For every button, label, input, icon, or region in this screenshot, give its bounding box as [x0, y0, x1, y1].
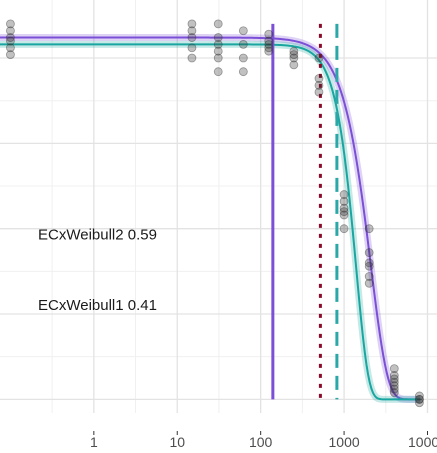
data-point — [264, 39, 274, 49]
annotation-label: ECxWeibull2 0.59 — [38, 227, 157, 244]
data-point — [213, 19, 223, 29]
data-point — [187, 26, 197, 36]
data-point — [6, 19, 15, 29]
data-point — [339, 207, 349, 217]
fit-band-ECxWeibull2 — [0, 34, 421, 403]
data-point — [339, 196, 349, 206]
data-point — [238, 53, 248, 63]
data-point — [264, 43, 274, 53]
data-point — [6, 33, 15, 42]
data-point — [238, 26, 248, 36]
data-point — [389, 384, 399, 394]
data-point — [364, 272, 374, 281]
data-point — [238, 39, 248, 49]
data-point — [289, 53, 299, 63]
data-point — [213, 53, 223, 63]
data-point — [6, 50, 15, 60]
data-point — [264, 46, 274, 56]
data-point — [6, 26, 15, 36]
data-point — [213, 67, 223, 77]
data-point — [415, 394, 424, 404]
x-tick-label: 1000 — [329, 434, 360, 450]
data-point — [364, 258, 374, 268]
data-point — [187, 33, 197, 42]
fit-curve-ECxWeibull1 — [0, 43, 421, 401]
data-point — [6, 36, 15, 46]
x-tick-label: 10000 — [408, 434, 437, 450]
data-point — [314, 80, 324, 90]
data-point — [187, 53, 197, 63]
data-point — [389, 374, 399, 384]
data-point — [389, 371, 399, 380]
data-point — [314, 87, 324, 97]
data-point — [339, 224, 349, 234]
data-point — [289, 46, 299, 56]
x-tick-label: 10 — [169, 434, 185, 450]
x-tick-label: 1 — [90, 434, 98, 450]
data-point — [213, 46, 223, 56]
data-point — [339, 203, 349, 213]
fit-curve-ECxWeibull2 — [0, 36, 421, 401]
annotation-label: ECxWeibull1 0.41 — [38, 297, 157, 314]
data-point — [339, 210, 349, 220]
data-point — [389, 381, 399, 391]
fit-band-ECxWeibull1 — [0, 40, 421, 403]
data-point — [389, 364, 399, 374]
data-point — [238, 67, 248, 77]
data-point — [289, 60, 299, 70]
data-point — [187, 43, 197, 53]
data-point — [415, 398, 424, 408]
data-point — [389, 388, 399, 397]
data-point — [264, 29, 274, 39]
data-point — [187, 19, 197, 29]
data-point — [364, 224, 374, 234]
data-point — [289, 50, 299, 60]
data-point — [415, 394, 424, 404]
data-point — [213, 33, 223, 42]
x-tick-label: 100 — [249, 434, 273, 450]
data-point — [314, 74, 324, 83]
data-point — [364, 248, 374, 257]
data-point — [415, 391, 424, 401]
data-point — [264, 36, 274, 46]
data-point — [364, 261, 374, 271]
data-point — [364, 278, 374, 288]
data-point — [213, 39, 223, 49]
data-point — [389, 377, 399, 387]
data-point — [6, 43, 15, 53]
data-point — [339, 190, 349, 199]
data-point — [314, 53, 324, 63]
